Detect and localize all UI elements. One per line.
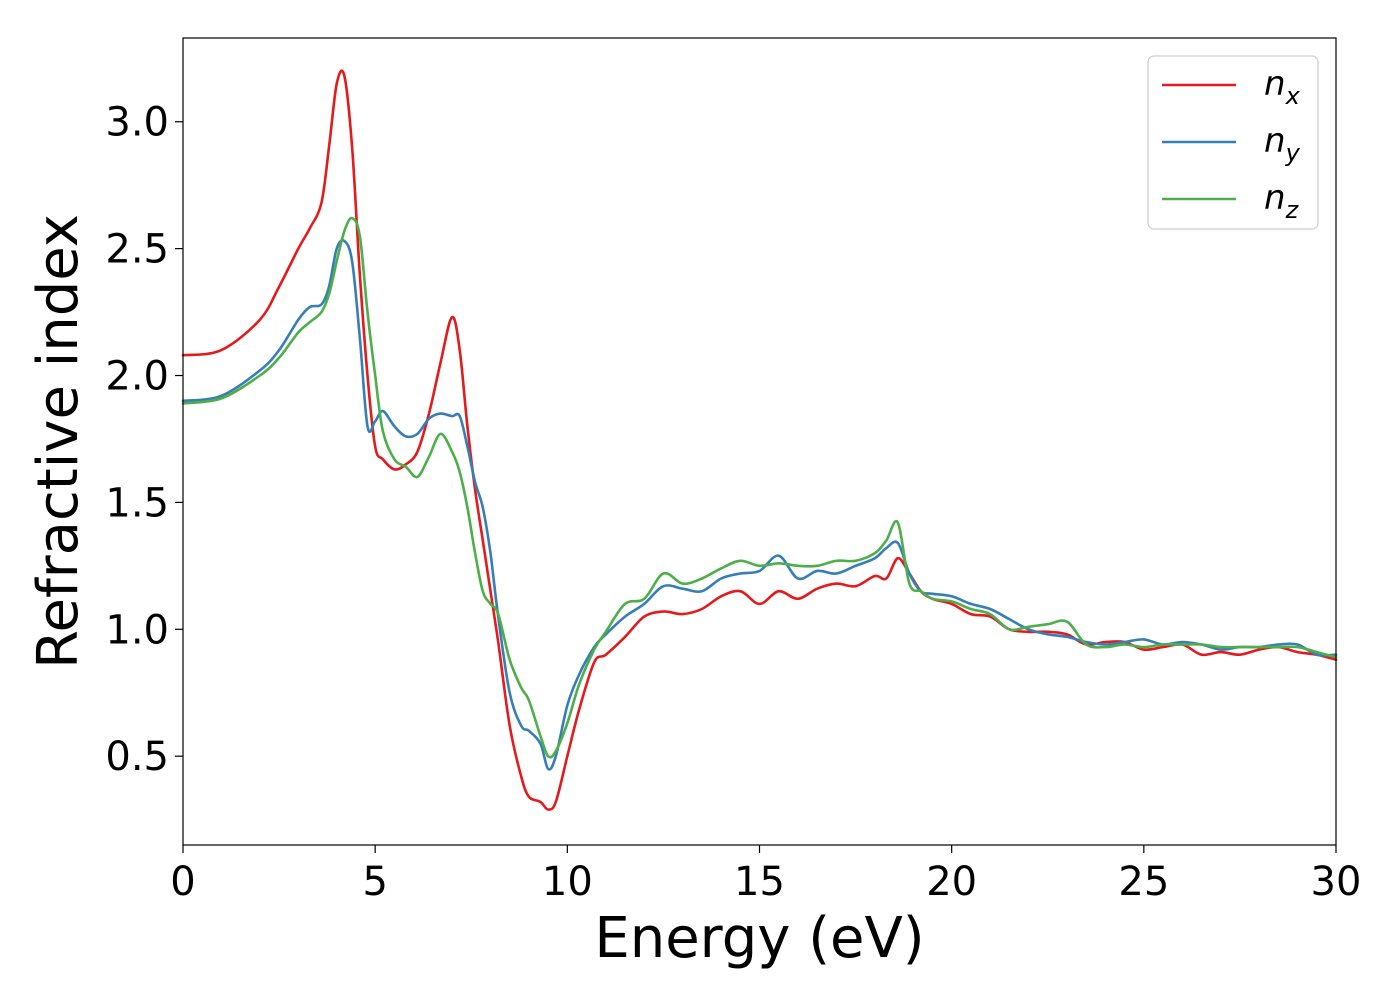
series-lines [181, 69, 1338, 811]
legend-label-subscript: z [1285, 196, 1300, 224]
legend-label-base: n [1264, 178, 1286, 218]
x-tick-label: 20 [926, 859, 977, 905]
legend-label-base: n [1264, 64, 1286, 104]
series-line-z [181, 216, 1338, 759]
legend-label-y: ny [1264, 121, 1301, 167]
legend-label-subscript: x [1285, 82, 1301, 110]
y-tick-label: 2.0 [105, 354, 169, 400]
x-tick-label: 30 [1311, 859, 1362, 905]
x-axis-ticks: 0 5 10 15 20 25 30 [170, 845, 1361, 905]
y-tick-label: 3.0 [105, 100, 169, 146]
legend-label-x: nx [1264, 64, 1301, 110]
x-tick-label: 10 [542, 859, 593, 905]
x-tick-label: 15 [734, 859, 785, 905]
legend-label-z: nz [1264, 178, 1300, 224]
x-tick-label: 5 [362, 859, 387, 905]
x-axis-title: Energy (eV) [594, 906, 924, 971]
y-tick-label: 2.5 [105, 227, 169, 273]
x-tick-label: 25 [1118, 859, 1169, 905]
x-tick-label: 0 [170, 859, 195, 905]
series-line-y [181, 238, 1338, 771]
y-axis-title: Refractive index [26, 214, 91, 669]
y-tick-label: 1.5 [105, 480, 169, 526]
legend-label-subscript: y [1285, 139, 1301, 167]
y-tick-label: 0.5 [105, 734, 169, 780]
legend-label-base: n [1264, 121, 1286, 161]
y-axis-ticks: 0.5 1.0 1.5 2.0 2.5 3.0 [105, 100, 183, 780]
y-tick-label: 1.0 [105, 607, 169, 653]
